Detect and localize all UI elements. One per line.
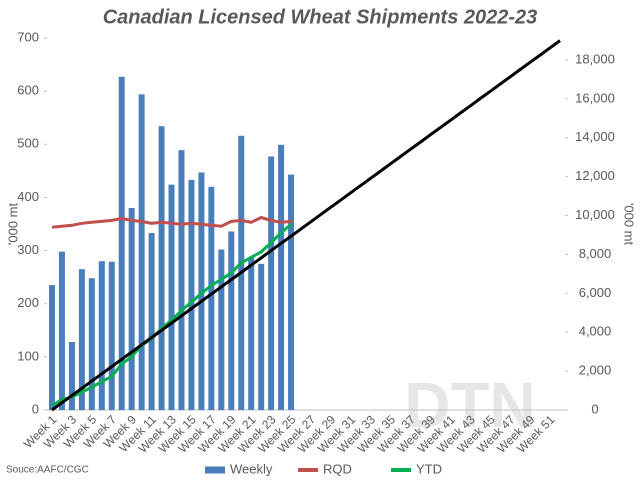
y2-tick-label: 12,000: [575, 168, 615, 183]
bar: [258, 263, 265, 410]
bar: [188, 179, 195, 410]
bar: [178, 150, 185, 411]
line: [51, 215, 292, 229]
y2-tick-label: 4,000: [579, 324, 612, 339]
legend-label: YTD: [416, 461, 442, 476]
y-tick-label: 600: [17, 83, 39, 98]
y-tick-label: 200: [17, 295, 39, 310]
bar: [128, 208, 135, 410]
bar: [198, 172, 205, 410]
legend-label: RQD: [323, 461, 352, 476]
y2-tick-label: 16,000: [575, 90, 615, 105]
y2-tick-label: 18,000: [575, 51, 615, 66]
bar: [58, 251, 65, 410]
bar: [248, 257, 255, 410]
y2-tick-label: 10,000: [575, 207, 615, 222]
bar: [68, 341, 75, 410]
y-tick-label: 0: [32, 401, 39, 416]
chart-title: Canadian Licensed Wheat Shipments 2022-2…: [103, 6, 538, 28]
bar: [118, 76, 125, 411]
y2-tick-label: 8,000: [579, 246, 612, 261]
y-axis-label: '000 mt: [5, 203, 20, 246]
bar: [48, 285, 55, 410]
legend-label: Weekly: [230, 461, 273, 476]
y-tick-label: 500: [17, 136, 39, 151]
line: [51, 39, 561, 412]
bar: [278, 144, 285, 410]
y-tick-label: 300: [17, 242, 39, 257]
bar: [218, 249, 225, 410]
bar: [78, 269, 85, 410]
y2-axis-label: '000 mt: [622, 203, 637, 246]
source: Souce:AAFC/CGC: [6, 465, 89, 476]
y2-tick-label: 0: [591, 401, 598, 416]
bar: [108, 261, 115, 410]
y-tick-label: 700: [17, 29, 39, 44]
line: [51, 223, 293, 407]
bar: [288, 174, 295, 410]
bar: [158, 126, 165, 411]
y2-tick-label: 6,000: [579, 285, 612, 300]
y2-tick-label: 2,000: [579, 363, 612, 378]
bar: [268, 156, 275, 410]
bar: [228, 231, 235, 410]
bar: [88, 278, 95, 410]
bar: [138, 94, 145, 411]
watermark: DTN: [404, 369, 536, 441]
bar: [98, 261, 105, 410]
y2-tick-label: 14,000: [575, 129, 615, 144]
bar: [148, 233, 155, 410]
y-tick-label: 100: [17, 348, 39, 363]
bar: [208, 186, 215, 410]
y-tick-label: 400: [17, 189, 39, 204]
bar: [168, 184, 175, 410]
